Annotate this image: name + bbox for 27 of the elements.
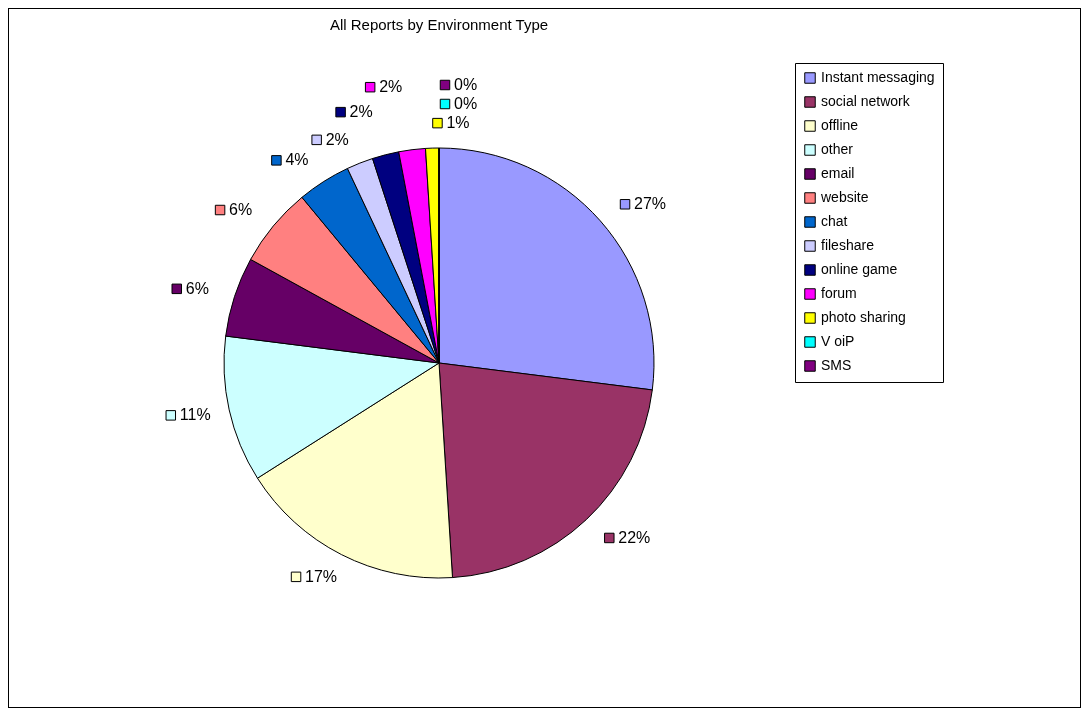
legend-label: photo sharing (821, 309, 906, 325)
legend-label: fileshare (821, 237, 875, 253)
data-label: 11% (179, 406, 211, 424)
data-label: 22% (618, 528, 651, 546)
legend-label: V oiP (821, 333, 855, 349)
data-label: 6% (229, 201, 253, 219)
data-label: 27% (634, 195, 667, 213)
legend-label: email (821, 165, 855, 181)
data-label: 1% (446, 114, 470, 132)
text: 0% (454, 76, 478, 93)
legend-label: chat (821, 213, 848, 229)
legend-label: social network (821, 93, 911, 109)
legend-label: Instant messaging (821, 69, 935, 85)
data-label: 2% (379, 78, 403, 96)
data-label: 2% (325, 130, 349, 148)
legend-label: offline (821, 117, 859, 133)
legend-label: online game (821, 261, 898, 277)
text: 0% (454, 95, 478, 112)
legend-label: website (820, 189, 869, 205)
data-label: 2% (349, 103, 373, 121)
legend-label: SMS (821, 357, 852, 373)
data-label: 6% (185, 279, 209, 297)
legend-label: other (821, 141, 854, 157)
data-label: 4% (285, 151, 309, 169)
legend-label: forum (821, 285, 857, 301)
data-label: 17% (305, 567, 338, 585)
chart-title: All Reports by Environment Type (329, 15, 549, 33)
